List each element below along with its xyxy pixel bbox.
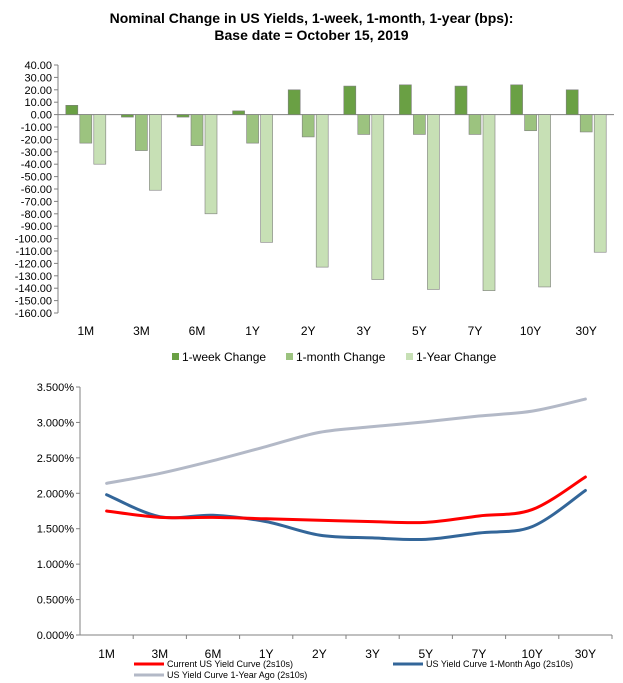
y-tick-label: 30.00 [24, 72, 52, 84]
y-tick-label: 0.000% [37, 630, 75, 642]
bar [287, 89, 301, 115]
y-tick-label: 0.00 [31, 110, 52, 122]
x-tick-label: 10Y [520, 324, 541, 338]
bar [524, 114, 537, 132]
y-tick-label: -110.00 [16, 246, 53, 258]
y-tick-label: -10.00 [21, 122, 52, 134]
x-tick-label: 5Y [412, 324, 427, 338]
legend-label: Current US Yield Curve (2s10s) [167, 659, 293, 669]
y-tick-label: -120.00 [15, 258, 52, 270]
x-tick-label: 30Y [575, 647, 596, 661]
y-tick-label: 0.500% [37, 595, 75, 607]
x-tick-label: 1Y [245, 324, 260, 338]
y-tick-label: 2.000% [37, 488, 75, 500]
bar [135, 114, 148, 151]
legend-label: 1-Year Change [416, 350, 497, 364]
bar [65, 105, 79, 115]
y-tick-label: 3.000% [37, 417, 75, 429]
bar [413, 114, 426, 135]
bar [579, 114, 593, 133]
y-tick-label: 40.00 [24, 60, 52, 72]
bar-chart: 40.0030.0020.0010.000.00-10.00-20.00-30.… [15, 60, 614, 364]
bar [190, 114, 204, 146]
bar [593, 114, 607, 253]
x-tick-label: 10Y [522, 647, 543, 661]
x-tick-label: 3Y [365, 647, 380, 661]
x-tick-label: 3M [151, 647, 168, 661]
bar [468, 114, 482, 135]
x-tick-label: 6M [189, 324, 206, 338]
bar [357, 114, 371, 135]
x-tick-label: 5Y [418, 647, 433, 661]
y-tick-label: 10.00 [24, 97, 52, 109]
x-tick-label: 3Y [356, 324, 371, 338]
y-tick-label: -100.00 [15, 234, 52, 246]
x-tick-label: 7Y [468, 324, 483, 338]
bar [510, 84, 523, 115]
y-tick-label: -50.00 [21, 172, 52, 184]
y-tick-label: 1.500% [37, 524, 75, 536]
x-tick-label: 1M [98, 647, 115, 661]
bar [176, 114, 190, 118]
y-tick-label: -30.00 [21, 147, 52, 159]
y-tick-label: -140.00 [15, 283, 52, 295]
bar [343, 85, 357, 115]
x-tick-label: 1M [77, 324, 94, 338]
x-tick-label: 2Y [312, 647, 327, 661]
bar [538, 114, 551, 288]
y-tick-label: -20.00 [21, 134, 52, 146]
legend-label: US Yield Curve 1-Month Ago (2s10s) [426, 659, 573, 669]
y-tick-label: -130.00 [15, 271, 52, 283]
y-tick-label: -80.00 [21, 209, 52, 221]
legend-swatch [172, 353, 179, 360]
line-chart: 3.500% 3.000% 2.500% 2.000% 1.500% 1.000% 0.50… [37, 382, 613, 680]
x-tick-label: 3M [133, 324, 150, 338]
x-tick-label: 30Y [576, 324, 597, 338]
bar [565, 89, 579, 115]
bar [93, 114, 107, 165]
y-tick-label: -70.00 [21, 196, 52, 208]
bar [121, 114, 134, 118]
bar [482, 114, 496, 291]
series-line [105, 397, 587, 485]
bar [301, 114, 315, 138]
bar [246, 114, 259, 144]
bar [149, 114, 162, 191]
bar [79, 114, 93, 144]
legend-swatch [406, 353, 413, 360]
y-tick-label: 20.00 [24, 85, 52, 97]
y-tick-label: -90.00 [21, 221, 52, 233]
bar [454, 85, 468, 115]
y-tick-label: 1.000% [37, 559, 75, 571]
bar [204, 114, 218, 215]
legend-label: 1-week Change [182, 350, 266, 364]
y-tick-label: -160.00 [15, 308, 52, 320]
y-tick-label: -40.00 [21, 159, 52, 171]
bar [399, 84, 412, 115]
bar [315, 114, 329, 268]
x-tick-label: 6M [205, 647, 222, 661]
bar [260, 114, 273, 243]
y-tick-label: 2.500% [37, 453, 75, 465]
series-line [105, 475, 587, 525]
legend-label: 1-month Change [296, 350, 386, 364]
legend-label: US Yield Curve 1-Year Ago (2s10s) [167, 670, 307, 680]
x-tick-label: 2Y [301, 324, 316, 338]
y-tick-label: -150.00 [15, 296, 52, 308]
chart-title: Nominal Change in US Yields, 1-week, 1-m… [109, 10, 514, 26]
bar [371, 114, 385, 280]
y-tick-label: 3.500% [37, 382, 75, 394]
bar [232, 110, 245, 115]
chart-subtitle: Base date = October 15, 2019 [214, 27, 409, 43]
legend-swatch [286, 353, 293, 360]
x-tick-label: 1Y [259, 647, 274, 661]
x-tick-label: 7Y [472, 647, 487, 661]
bar [427, 114, 440, 290]
y-tick-label: -60.00 [21, 184, 52, 196]
